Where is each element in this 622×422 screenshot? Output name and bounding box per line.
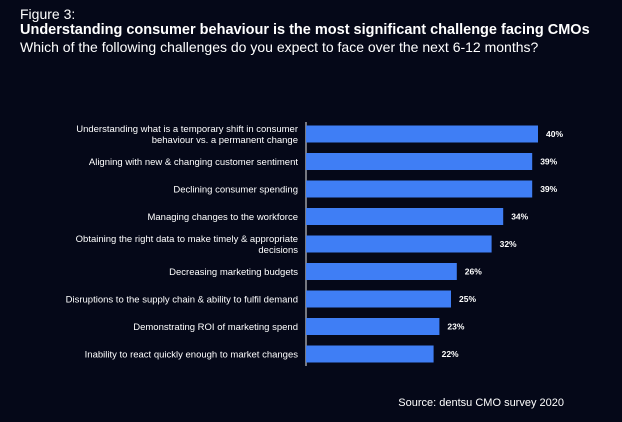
bar — [306, 290, 451, 308]
value-label: 39% — [540, 184, 557, 194]
bar — [306, 180, 533, 198]
bar — [306, 263, 457, 280]
category-label: Understanding what is a temporary shift … — [76, 124, 298, 135]
category-label: Managing changes to the workforce — [147, 212, 298, 223]
bar — [306, 318, 440, 335]
category-label: Inability to react quickly enough to mar… — [85, 350, 299, 361]
value-label: 25% — [459, 294, 476, 304]
figure-label: Figure 3: — [20, 6, 76, 22]
bar — [306, 345, 434, 363]
source-note: Source: dentsu CMO survey 2020 — [398, 397, 564, 409]
chart-title: Understanding consumer behaviour is the … — [20, 22, 590, 38]
category-label: Decreasing marketing budgets — [169, 267, 298, 278]
bar — [306, 208, 504, 225]
chart-subtitle: Which of the following challenges do you… — [20, 39, 539, 55]
category-label: decisions — [258, 245, 298, 256]
category-label: behaviour vs. a permanent change — [152, 135, 298, 146]
category-label: Disruptions to the supply chain & abilit… — [66, 295, 298, 306]
value-label: 23% — [447, 322, 464, 332]
value-label: 22% — [442, 349, 459, 359]
bar-chart: 40% Understanding what is a temporary shi… — [66, 122, 563, 366]
bar — [306, 153, 533, 170]
category-label: Demonstrating ROI of marketing spend — [133, 322, 298, 333]
bar — [306, 235, 492, 253]
bar — [306, 125, 538, 143]
value-label: 26% — [465, 267, 482, 277]
value-label: 39% — [540, 157, 557, 167]
value-label: 34% — [511, 212, 528, 222]
value-label: 40% — [546, 129, 563, 139]
value-label: 32% — [500, 239, 517, 249]
category-label: Declining consumer spending — [173, 185, 298, 196]
category-label: Aligning with new & changing customer se… — [89, 157, 298, 168]
category-label: Obtaining the right data to make timely … — [76, 234, 298, 245]
